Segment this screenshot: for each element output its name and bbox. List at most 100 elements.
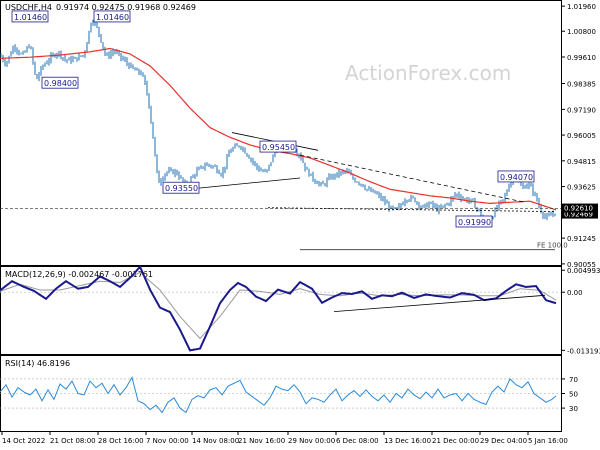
watermark: ActionForex.com bbox=[345, 61, 511, 85]
x-tick-label: 29 Nov 00:00 bbox=[288, 437, 335, 445]
candle-body bbox=[258, 167, 260, 171]
candle-body bbox=[174, 170, 176, 174]
candle-body bbox=[440, 207, 442, 208]
candle-body bbox=[374, 190, 376, 194]
candle-body bbox=[394, 207, 396, 209]
x-tick-label: 6 Dec 08:00 bbox=[336, 437, 379, 445]
candle-body bbox=[418, 202, 420, 207]
candle-body bbox=[194, 175, 196, 176]
candle-body bbox=[388, 203, 390, 209]
candle-body bbox=[84, 51, 86, 56]
candle-body bbox=[226, 156, 228, 167]
candle-body bbox=[460, 196, 462, 199]
candle-body bbox=[396, 207, 398, 209]
candle-body bbox=[402, 203, 404, 205]
candle-body bbox=[534, 192, 536, 194]
macd-tick-label: 0.004993 bbox=[567, 267, 600, 275]
candle-body bbox=[136, 69, 138, 71]
candle-body bbox=[228, 152, 230, 157]
candle-body bbox=[500, 200, 502, 203]
candle-body bbox=[122, 57, 124, 60]
candle-body bbox=[252, 159, 254, 163]
candle-body bbox=[502, 199, 504, 201]
candle-body bbox=[372, 190, 374, 192]
candle-body bbox=[444, 204, 446, 206]
candle-body bbox=[32, 48, 34, 63]
candle-body bbox=[400, 204, 402, 206]
candle-body bbox=[302, 158, 304, 163]
candle-body bbox=[544, 215, 546, 218]
candle-body bbox=[50, 55, 52, 61]
candle-body bbox=[540, 206, 542, 213]
candle-body bbox=[454, 194, 456, 197]
candle-body bbox=[102, 42, 104, 48]
candle-body bbox=[428, 203, 430, 208]
candle-body bbox=[392, 206, 394, 209]
candle-body bbox=[168, 170, 170, 173]
candle-body bbox=[206, 164, 208, 166]
candle-body bbox=[178, 174, 180, 178]
candle-body bbox=[532, 186, 534, 193]
candle-body bbox=[58, 51, 60, 54]
candle-body bbox=[456, 193, 458, 195]
candle-body bbox=[232, 148, 234, 151]
candle-body bbox=[42, 65, 44, 68]
candle-body bbox=[116, 52, 118, 53]
candle-body bbox=[40, 67, 42, 75]
candle-body bbox=[262, 170, 264, 172]
candle-body bbox=[508, 186, 510, 192]
candle-body bbox=[256, 163, 258, 168]
x-tick-label: 21 Dec 00:00 bbox=[432, 437, 479, 445]
price-panel-frame bbox=[0, 0, 562, 266]
price-tick-label: 0.94815 bbox=[567, 158, 596, 166]
candle-body bbox=[94, 22, 96, 24]
candle-body bbox=[266, 169, 268, 172]
candle-body bbox=[126, 60, 128, 64]
candle-body bbox=[520, 181, 522, 186]
candle-body bbox=[450, 198, 452, 204]
candle-body bbox=[312, 173, 314, 180]
price-annotation-box bbox=[455, 215, 493, 228]
macd-panel[interactable]: MACD(12,26,9) -0.002467 -0.001761 0.0049… bbox=[0, 264, 600, 356]
candle-body bbox=[306, 169, 308, 170]
candle-body bbox=[144, 75, 146, 84]
candle-body bbox=[68, 58, 70, 61]
candle-body bbox=[134, 68, 136, 71]
candle-body bbox=[212, 165, 214, 167]
price-tick-label: 0.90055 bbox=[567, 261, 596, 269]
rsi-tick-label: 30 bbox=[569, 405, 578, 413]
price-tick-label: 0.97190 bbox=[567, 106, 596, 114]
price-annotation-box bbox=[93, 10, 131, 23]
candle-body bbox=[542, 212, 544, 216]
x-tick-label: 13 Dec 16:00 bbox=[384, 437, 431, 445]
candle-body bbox=[422, 205, 424, 208]
price-annotation-box bbox=[11, 10, 49, 23]
candle-body bbox=[268, 164, 270, 170]
candle-body bbox=[26, 47, 28, 52]
candle-body bbox=[466, 198, 468, 202]
rsi-panel[interactable]: RSI(14) 46.8196 70 50 30 bbox=[0, 355, 578, 432]
candle-body bbox=[148, 93, 150, 108]
candle-body bbox=[34, 62, 36, 75]
candle-body bbox=[318, 183, 320, 185]
candle-body bbox=[546, 215, 548, 218]
x-tick-label: 29 Dec 04:00 bbox=[480, 437, 527, 445]
candle-body bbox=[314, 179, 316, 183]
candle-body bbox=[416, 201, 418, 203]
candle-body bbox=[10, 53, 12, 57]
candle-body bbox=[358, 182, 360, 184]
candle-body bbox=[20, 53, 22, 55]
candle-body bbox=[504, 195, 506, 200]
candle-body bbox=[44, 63, 46, 66]
rsi-tick-label: 70 bbox=[569, 376, 578, 384]
candle-body bbox=[298, 154, 300, 155]
candle-body bbox=[510, 181, 512, 187]
price-tick-label: 1.01960 bbox=[567, 3, 596, 11]
candle-body bbox=[210, 165, 212, 167]
candle-body bbox=[88, 31, 90, 43]
macd-tick-label: 0.00 bbox=[567, 289, 583, 297]
rsi-plot bbox=[0, 376, 561, 414]
candle-body bbox=[470, 198, 472, 201]
price-panel[interactable]: ActionForex.com USDCHF,H4 0.91974 0.92475… bbox=[0, 0, 598, 269]
candle-body bbox=[176, 170, 178, 175]
